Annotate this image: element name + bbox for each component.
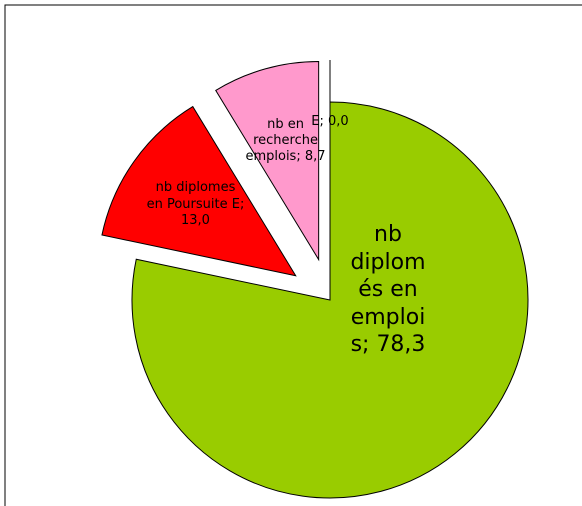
data-label-text: nb en recherche emplois; 8,7 xyxy=(236,86,336,196)
data-label-text: nb diplomes en Poursuite E; 13,0 xyxy=(145,150,245,260)
label-separator: ; xyxy=(296,149,305,165)
pie-slice xyxy=(215,61,320,262)
label-separator: ; xyxy=(239,196,245,212)
slice-name: nb en recherche emplois xyxy=(245,116,318,165)
data-label: nb en recherche emplois; 8,7 xyxy=(236,86,336,196)
slice-value: 13,0 xyxy=(181,212,210,228)
slice-value: 0,0 xyxy=(328,113,349,129)
slice-name: E xyxy=(311,113,320,129)
slice-name: nb diplomes en Poursuite E xyxy=(146,180,240,212)
data-label-text: E; 0,0 xyxy=(280,20,380,130)
label-separator: ; xyxy=(319,113,329,129)
chart-frame xyxy=(4,4,582,506)
data-label: nb diplomes en Poursuite E; 13,0 xyxy=(145,150,245,260)
pie-slice xyxy=(101,105,297,277)
data-label: E; 0,0 xyxy=(280,20,380,130)
slice-value: 8,7 xyxy=(304,149,326,165)
data-label: nb diplomés en emplois; 78,3 xyxy=(328,190,448,390)
pie-slice xyxy=(131,101,529,499)
slice-value: 78,3 xyxy=(376,332,426,358)
data-label-text: nb diplomés en emplois; 78,3 xyxy=(328,190,448,390)
slice-name: nb diplomés en emplois xyxy=(350,222,426,358)
label-separator: ; xyxy=(362,332,377,358)
